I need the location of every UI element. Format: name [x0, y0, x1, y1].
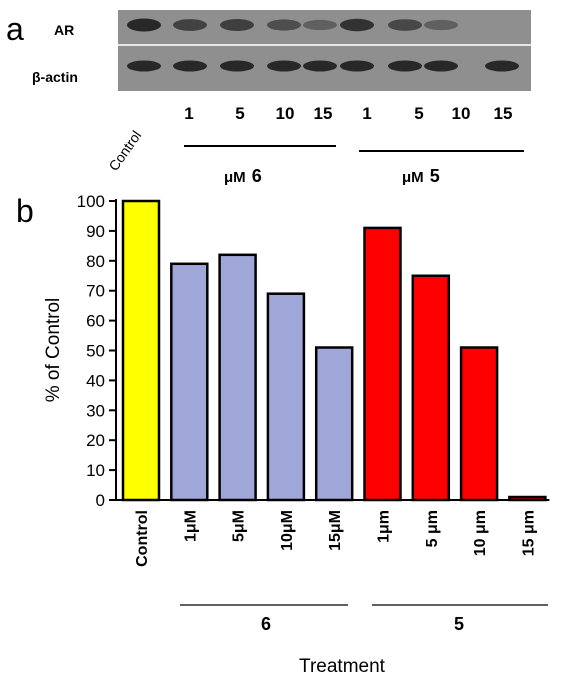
- x-tick-label: 15 μm: [520, 510, 537, 556]
- actin-band-6: [388, 60, 422, 72]
- panel-a: a AR β-actin Control 1 5 10 15 1 5 10 15 μM 6 μM…: [6, 10, 531, 186]
- bars: [121, 199, 547, 502]
- y-axis-title: % of Control: [43, 298, 64, 403]
- y-tick-label: 30: [86, 401, 105, 420]
- lane-label: 1: [362, 104, 371, 123]
- x-tick-label: 5μM: [231, 510, 248, 542]
- bar-2: [218, 253, 257, 502]
- y-tick-label: 10: [86, 461, 105, 480]
- blot-label-ar: AR: [54, 22, 74, 38]
- group-unit-5: μM: [402, 169, 424, 186]
- x-group-label-5: 5: [454, 614, 464, 634]
- y-tick-label: 40: [86, 371, 105, 390]
- bar-0: [121, 199, 161, 502]
- y-tick-label: 0: [96, 491, 105, 510]
- x-tick-label: 1μm: [376, 510, 393, 543]
- actin-band-7: [424, 60, 458, 72]
- y-tick-label: 80: [86, 252, 105, 271]
- actin-band-3: [267, 60, 301, 72]
- lane-label: 10: [452, 104, 471, 123]
- ar-band-6: [388, 19, 422, 31]
- panel-a-label: a: [6, 11, 24, 47]
- y-tick-label: 100: [77, 192, 105, 211]
- ar-band-0: [127, 18, 161, 32]
- ar-band-3: [267, 19, 301, 31]
- ar-band-4: [303, 19, 337, 31]
- lane-label: 5: [414, 104, 423, 123]
- y-tick-label: 50: [86, 342, 105, 361]
- lane-label: 15: [314, 104, 333, 123]
- actin-band-2: [220, 60, 254, 72]
- y-tick-label: 20: [86, 431, 105, 450]
- group-compound-5: 5: [430, 166, 440, 186]
- bar-7: [459, 346, 499, 502]
- ar-band-7: [424, 19, 458, 31]
- bar-3: [266, 292, 306, 502]
- bar-6: [411, 274, 451, 502]
- ar-band-row: [127, 18, 458, 32]
- group-label-6: μM 6: [224, 166, 262, 186]
- lane-label: 5: [235, 104, 244, 123]
- x-tick-label: 15μM: [327, 510, 344, 551]
- y-axis-ticks: 0 10 20 30 40 50 60 70 80 90 100: [77, 192, 116, 510]
- actin-band-4: [303, 60, 337, 72]
- panel-b-label: b: [16, 193, 34, 229]
- x-axis-title: Treatment: [299, 656, 386, 677]
- actin-band-5: [340, 60, 374, 72]
- y-tick-label: 60: [86, 312, 105, 331]
- y-tick-label: 70: [86, 282, 105, 301]
- y-tick-label: 90: [86, 222, 105, 241]
- bar-4: [314, 346, 354, 502]
- western-blot: [118, 10, 531, 91]
- actin-band-8: [485, 60, 519, 72]
- actin-band-1: [173, 60, 207, 72]
- bar-1: [170, 262, 209, 502]
- lane-labels: 1 5 10 15 1 5 10 15: [184, 104, 512, 123]
- group-unit-6: μM: [224, 169, 246, 186]
- lane-label-control: Control: [105, 128, 144, 174]
- bar-5: [363, 226, 402, 502]
- x-group-label-6: 6: [261, 614, 271, 634]
- x-tick-label: 10μM: [279, 510, 296, 551]
- lane-label: 10: [276, 104, 295, 123]
- ar-band-2: [220, 19, 254, 31]
- actin-band-row: [127, 60, 519, 72]
- blot-label-actin: β-actin: [32, 69, 78, 85]
- panel-b: b % of Control 0 10 20 30 40 50 60 70 80 90 100 Co…: [16, 192, 550, 677]
- ar-band-5: [340, 18, 374, 32]
- x-tick-label: 10 μm: [472, 510, 489, 556]
- x-tick-label: 1μM: [182, 510, 199, 542]
- x-tick-label: Control: [134, 510, 151, 567]
- blot-divider: [118, 44, 531, 46]
- x-tick-label: 5 μm: [424, 510, 441, 547]
- actin-band-0: [127, 60, 161, 72]
- group-label-5: μM 5: [402, 166, 440, 186]
- lane-label: 1: [184, 104, 193, 123]
- x-tick-labels: Control 1μM 5μM 10μM 15μM 1μm 5 μm 10 μm 15 μm: [134, 510, 537, 567]
- group-compound-6: 6: [252, 166, 262, 186]
- ar-band-1: [173, 19, 207, 31]
- lane-label: 15: [494, 104, 513, 123]
